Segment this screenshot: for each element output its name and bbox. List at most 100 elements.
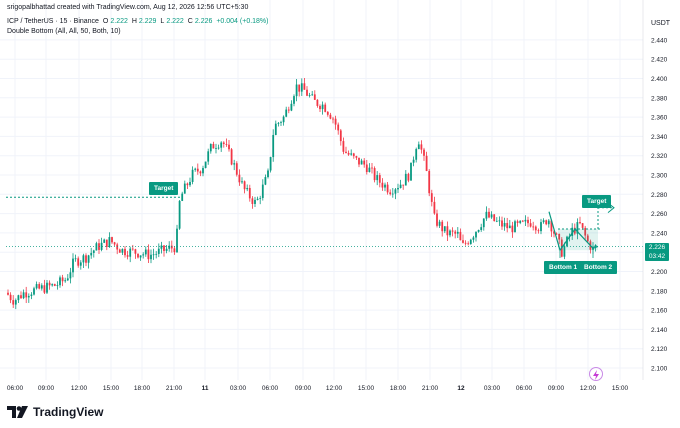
symbol-legend[interactable]: ICP / TetherUS · 15 · Binance O 2.222 H 2.… xyxy=(7,18,271,25)
price-tick-label: 2.100 xyxy=(651,366,668,373)
chart-credit: srigopalbhattad created with TradingView… xyxy=(7,4,249,11)
candle-body xyxy=(194,168,197,170)
candle-body xyxy=(233,163,236,165)
time-axis[interactable]: 06:00 09:00 12:00 15:00 18:00 21:00 11 03:00 06:… xyxy=(7,385,629,392)
time-tick-label: 09:00 xyxy=(38,385,55,392)
candle-body xyxy=(581,223,584,228)
candle-body xyxy=(467,243,470,245)
price-tick-label: 2.280 xyxy=(651,192,668,199)
candle-body xyxy=(511,225,514,233)
candle-body xyxy=(542,220,545,223)
currency-label[interactable]: USDT xyxy=(651,20,671,27)
candle-body xyxy=(391,193,394,195)
candle-body xyxy=(399,184,402,188)
candle-body xyxy=(378,175,381,183)
candle-body xyxy=(121,248,124,253)
high-value: 2.229 xyxy=(138,18,157,25)
candle-body xyxy=(280,122,282,124)
candle-body xyxy=(303,83,306,90)
candle-body xyxy=(196,168,199,172)
candle-body xyxy=(402,184,405,186)
price-tick-label: 2.240 xyxy=(651,230,668,237)
candle-body xyxy=(254,199,256,204)
candle-body xyxy=(428,170,431,194)
candle-body xyxy=(202,168,204,174)
price-tick-label: 2.160 xyxy=(651,308,668,315)
candle-body xyxy=(540,222,542,232)
candle-body xyxy=(389,192,392,195)
candle-body xyxy=(329,114,332,119)
high-label: H xyxy=(131,18,137,25)
candle-body xyxy=(87,255,90,263)
candle-body xyxy=(506,222,509,229)
candle-body xyxy=(150,254,152,260)
candle-body xyxy=(126,255,129,257)
candle-body xyxy=(72,258,74,273)
time-tick-label: 18:00 xyxy=(390,385,407,392)
candle-body xyxy=(269,157,272,171)
candle-body xyxy=(420,144,423,150)
candle-body xyxy=(248,187,251,199)
candle-body xyxy=(118,249,121,253)
candle-body xyxy=(181,193,184,201)
candle-body xyxy=(144,249,147,255)
candle-body xyxy=(594,244,597,247)
candle-body xyxy=(417,144,420,150)
price-tick-label: 2.380 xyxy=(651,95,668,102)
price-tick-label: 2.120 xyxy=(651,346,668,353)
candle-body xyxy=(105,239,108,248)
candle-body xyxy=(25,292,28,298)
time-tick-label: 18:00 xyxy=(134,385,151,392)
candle-body xyxy=(17,295,20,301)
candle-body xyxy=(64,280,67,282)
candle-body xyxy=(371,167,373,169)
candle-body xyxy=(111,237,113,243)
candle-body xyxy=(321,104,324,110)
candle-body xyxy=(436,213,438,226)
low-label: L xyxy=(160,18,165,25)
candle-body xyxy=(462,240,464,243)
indicator-legend[interactable]: Double Bottom (All, All, 50, Both, 10) xyxy=(7,28,121,35)
candle-body xyxy=(48,282,51,286)
candle-body xyxy=(43,285,46,293)
time-tick-label: 11 xyxy=(202,385,209,392)
time-tick-label: 06:00 xyxy=(262,385,279,392)
candle-body xyxy=(53,284,56,286)
candle-body xyxy=(238,174,241,183)
candle-body xyxy=(170,245,173,249)
candle-body xyxy=(360,160,363,165)
time-tick-label: 12:00 xyxy=(580,385,597,392)
lightning-icon[interactable] xyxy=(589,367,603,381)
price-tick-label: 2.260 xyxy=(651,211,668,218)
price-axis[interactable]: 2.440 2.420 2.400 2.380 2.360 2.340 2.320 2.300… xyxy=(651,37,668,372)
tradingview-logo-icon xyxy=(7,406,28,418)
candle-body xyxy=(74,258,77,260)
candle-body xyxy=(412,159,415,163)
price-chart[interactable]: 2.440 2.420 2.400 2.380 2.360 2.340 2.320 2.300… xyxy=(0,0,680,397)
candle-body xyxy=(584,227,587,236)
time-tick-label: 03:00 xyxy=(484,385,501,392)
price-tick-label: 2.140 xyxy=(651,327,668,334)
candle-body xyxy=(79,262,82,266)
candle-body xyxy=(251,198,254,204)
time-tick-label: 09:00 xyxy=(295,385,312,392)
candle-body xyxy=(178,200,181,229)
candle-body xyxy=(316,99,319,106)
candle-body xyxy=(204,161,207,169)
candle-body xyxy=(454,231,457,234)
candle-body xyxy=(482,218,485,228)
candle-body xyxy=(456,231,459,234)
candle-body xyxy=(508,225,511,229)
price-tick-label: 2.340 xyxy=(651,134,668,141)
tradingview-logo[interactable]: TradingView xyxy=(7,405,103,419)
candle-body xyxy=(256,198,259,200)
candle-body xyxy=(550,220,553,232)
candle-body xyxy=(345,151,347,153)
candle-body xyxy=(274,123,277,135)
candle-body xyxy=(410,162,412,181)
candle-body xyxy=(415,149,418,160)
candle-body xyxy=(287,109,290,111)
candle-body xyxy=(407,173,410,181)
candle-body xyxy=(56,285,59,287)
candle-body xyxy=(147,249,150,260)
